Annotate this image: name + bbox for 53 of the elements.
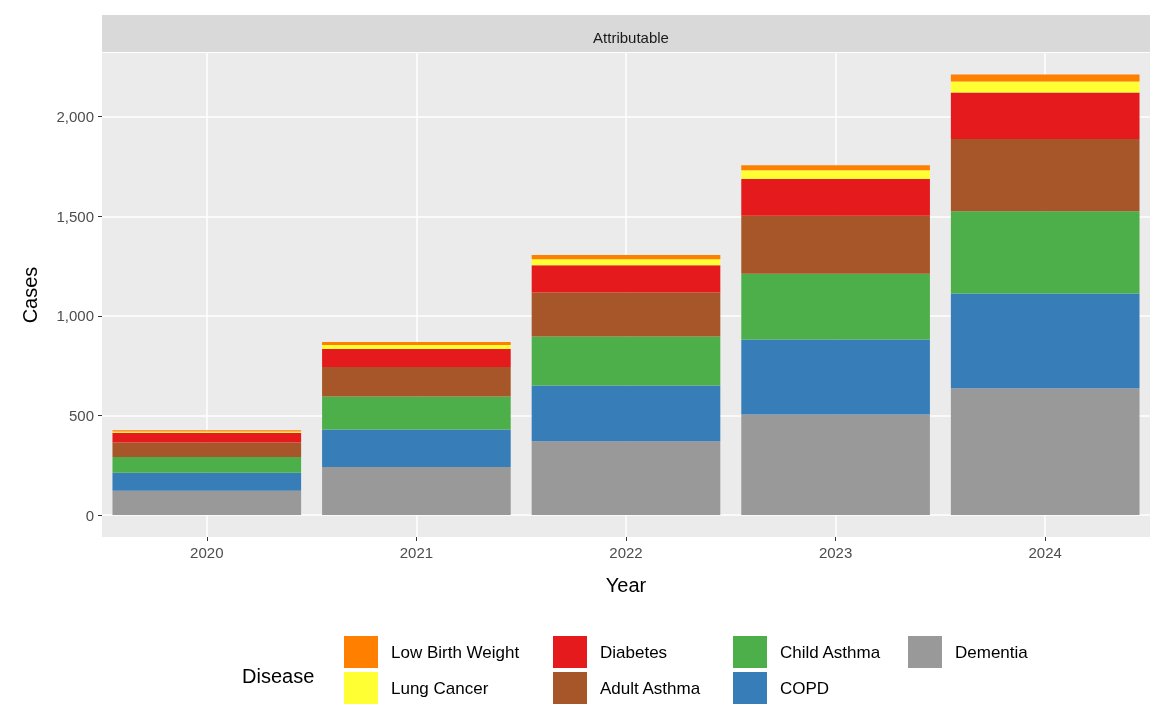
x-tick-label: 2021 [399, 544, 434, 561]
bar [112, 442, 302, 457]
y-tick-label: 500 [68, 407, 94, 424]
x-tick-label: 2023 [818, 544, 853, 561]
bar [741, 339, 930, 415]
x-tick-label: 2024 [1028, 544, 1062, 561]
bar [531, 336, 721, 386]
bar [950, 211, 1140, 294]
bar [322, 396, 511, 430]
bar [741, 414, 930, 516]
legend-label: Low Birth Weight [391, 642, 520, 662]
bar [741, 273, 930, 340]
bar [322, 467, 511, 516]
y-tick-label: 2,000 [56, 108, 94, 126]
bar [322, 344, 511, 349]
bar [741, 215, 930, 274]
bar [531, 385, 721, 442]
bar [741, 165, 930, 171]
x-tick-label: 2020 [190, 544, 224, 561]
bar [322, 429, 511, 468]
bar [112, 490, 302, 516]
bar [741, 170, 930, 179]
legend-label: Child Asthma [780, 642, 881, 662]
bar [950, 293, 1140, 389]
bar [112, 472, 302, 491]
legend-label: Diabetes [600, 642, 668, 662]
bar [950, 139, 1140, 212]
bar [112, 432, 302, 443]
x-tick-label: 2022 [609, 544, 643, 561]
legend-label: Dementia [955, 642, 1029, 662]
bar [741, 178, 930, 216]
bar [112, 456, 302, 473]
x-axis-title: Year [605, 574, 647, 596]
chart-title: Attributable [593, 29, 669, 46]
bar [950, 92, 1140, 140]
bar [322, 348, 511, 367]
y-axis-title: Cases [19, 266, 41, 324]
bar [531, 265, 721, 293]
bar [531, 292, 721, 337]
bar [322, 342, 511, 345]
legend-label: COPD [780, 678, 830, 698]
bar [950, 81, 1140, 93]
legend-label: Lung Cancer [391, 678, 489, 698]
bar [322, 366, 511, 397]
y-tick-label: 0 [85, 506, 94, 524]
legend-title: Disease [242, 665, 315, 687]
bar [531, 254, 721, 260]
y-tick-label: 1,500 [56, 207, 94, 225]
legend-label: Adult Asthma [600, 678, 701, 698]
bar [531, 441, 721, 516]
bar [531, 259, 721, 266]
bar [950, 388, 1140, 516]
y-tick-label: 1,000 [56, 307, 94, 325]
